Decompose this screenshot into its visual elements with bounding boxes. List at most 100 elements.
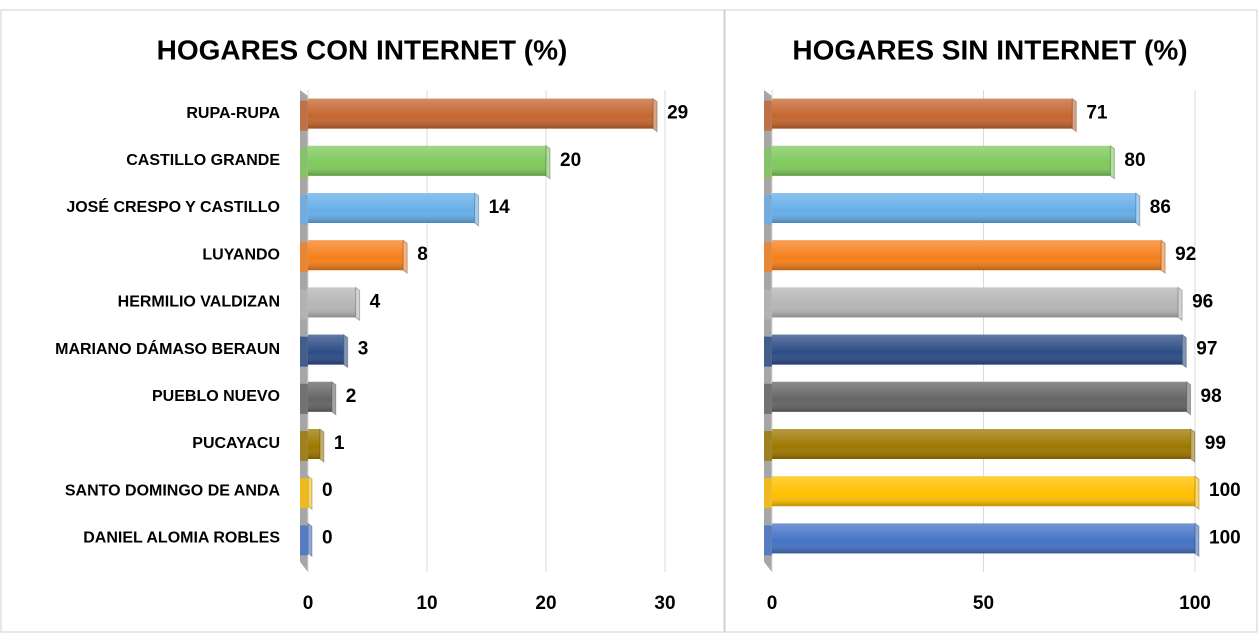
value-label: 0 bbox=[322, 480, 333, 501]
value-label: 100 bbox=[1209, 480, 1241, 501]
bar-cap bbox=[764, 289, 772, 320]
bar-side bbox=[1160, 239, 1166, 275]
bar-cap bbox=[300, 242, 308, 273]
value-label: 29 bbox=[667, 103, 688, 124]
bar-side bbox=[343, 333, 349, 369]
x-tick-label: 0 bbox=[303, 593, 314, 614]
bar-side bbox=[545, 144, 551, 180]
bar-shade bbox=[308, 287, 356, 318]
bar-shade bbox=[772, 98, 1073, 129]
bar-shade bbox=[772, 429, 1191, 459]
bar-side bbox=[1194, 522, 1200, 558]
category-label: RUPA-RUPA bbox=[186, 105, 280, 122]
bar-cap bbox=[300, 100, 308, 131]
bar-side bbox=[1071, 97, 1077, 133]
bar-shade bbox=[772, 193, 1136, 223]
value-label: 71 bbox=[1086, 103, 1108, 124]
bar-side bbox=[1194, 475, 1200, 511]
x-tick-label: 100 bbox=[1179, 593, 1211, 614]
bar-cap bbox=[300, 195, 308, 225]
value-label: 92 bbox=[1175, 244, 1196, 265]
value-label: 2 bbox=[346, 386, 357, 407]
bar-cap bbox=[764, 525, 772, 556]
category-label: PUEBLO NUEVO bbox=[152, 388, 280, 405]
bar-side bbox=[1135, 192, 1141, 227]
bar-cap bbox=[300, 336, 308, 367]
bar-side bbox=[1181, 333, 1187, 369]
bar-cap bbox=[764, 100, 772, 131]
bar-side bbox=[1190, 428, 1196, 463]
bar-cap bbox=[764, 195, 772, 225]
bar-shade bbox=[308, 193, 475, 223]
bar-shade bbox=[308, 381, 332, 412]
bar-cap bbox=[764, 242, 772, 273]
category-label: MARIANO DÁMASO BERAUN bbox=[55, 339, 280, 358]
bar-cap bbox=[764, 383, 772, 414]
bar-shade bbox=[308, 145, 546, 176]
value-label: 0 bbox=[322, 527, 333, 548]
value-label: 97 bbox=[1196, 339, 1217, 360]
value-label: 100 bbox=[1209, 527, 1241, 548]
value-label: 1 bbox=[334, 433, 345, 454]
category-label: DANIEL ALOMIA ROBLES bbox=[83, 530, 280, 547]
category-label: LUYANDO bbox=[202, 246, 280, 263]
bar-shade bbox=[772, 145, 1111, 176]
value-label: 14 bbox=[489, 197, 511, 218]
bar-shade bbox=[308, 98, 654, 129]
bar-side bbox=[1109, 144, 1115, 180]
category-label: PUCAYACU bbox=[192, 435, 280, 452]
category-label: SANTO DOMINGO DE ANDA bbox=[65, 482, 281, 499]
bar-shade bbox=[308, 240, 404, 271]
bar-cap bbox=[764, 431, 772, 461]
bar-cap bbox=[300, 147, 308, 178]
bar-cap bbox=[300, 525, 308, 556]
bar-shade bbox=[308, 334, 344, 365]
x-tick-label: 10 bbox=[416, 593, 437, 614]
bar-shade bbox=[772, 523, 1195, 554]
bar-shade bbox=[308, 429, 320, 459]
bar-side bbox=[307, 475, 313, 511]
bar-side bbox=[474, 192, 480, 227]
bar-side bbox=[307, 522, 313, 558]
category-label: JOSÉ CRESPO Y CASTILLO bbox=[66, 197, 280, 216]
value-label: 4 bbox=[370, 291, 381, 312]
bar-side bbox=[331, 380, 337, 416]
x-tick-label: 30 bbox=[654, 593, 675, 614]
category-label: CASTILLO GRANDE bbox=[126, 152, 280, 169]
panel-left bbox=[0, 9, 725, 633]
bar-side bbox=[355, 286, 361, 322]
value-label: 3 bbox=[358, 339, 369, 360]
chart-title: HOGARES CON INTERNET (%) bbox=[157, 34, 568, 65]
value-label: 99 bbox=[1205, 433, 1226, 454]
bar-cap bbox=[764, 478, 772, 509]
bar-side bbox=[652, 97, 658, 133]
bar-cap bbox=[300, 289, 308, 320]
bar-shade bbox=[772, 334, 1183, 365]
bar-shade bbox=[772, 381, 1187, 412]
bar-side bbox=[402, 239, 408, 275]
value-label: 96 bbox=[1192, 291, 1213, 312]
x-tick-label: 50 bbox=[973, 593, 994, 614]
bar-side bbox=[1186, 380, 1192, 416]
bar-shade bbox=[772, 287, 1179, 318]
x-tick-label: 20 bbox=[535, 593, 556, 614]
bar-cap bbox=[300, 431, 308, 461]
value-label: 8 bbox=[417, 244, 428, 265]
bar-cap bbox=[300, 383, 308, 414]
bar-cap bbox=[300, 478, 308, 509]
panel-right bbox=[724, 9, 1258, 633]
chart-title: HOGARES SIN INTERNET (%) bbox=[792, 34, 1187, 65]
category-label: HERMILIO VALDIZAN bbox=[118, 294, 280, 311]
bar-cap bbox=[764, 336, 772, 367]
bar-side bbox=[319, 428, 325, 463]
x-tick-label: 0 bbox=[767, 593, 778, 614]
bar-side bbox=[1177, 286, 1183, 322]
bar-shade bbox=[772, 240, 1162, 271]
value-label: 86 bbox=[1150, 197, 1171, 218]
value-label: 80 bbox=[1124, 150, 1145, 171]
bar-cap bbox=[764, 147, 772, 178]
value-label: 20 bbox=[560, 150, 581, 171]
bar-shade bbox=[772, 476, 1195, 507]
